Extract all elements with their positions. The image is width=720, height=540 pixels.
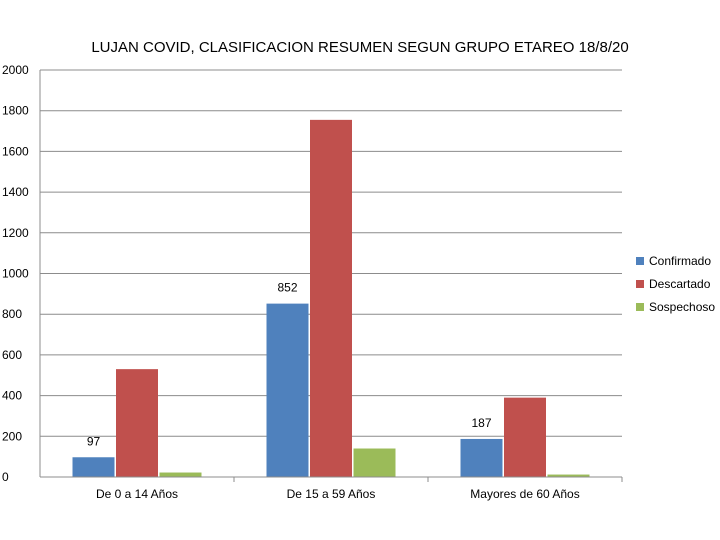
y-axis: 0 200 400 600 800 1000 1200 1400 1600 1800 2000 [2, 63, 41, 484]
y-tick-label: 600 [2, 348, 22, 362]
x-category-label: Mayores de 60 Años [470, 487, 579, 501]
legend: Confirmado Descartado Sospechoso [636, 254, 715, 314]
bar-confirmado-0 [72, 457, 115, 477]
chart-title: LUJAN COVID, CLASIFICACION RESUMEN SEGUN… [91, 39, 628, 56]
data-label: 852 [277, 281, 297, 295]
bars [72, 119, 590, 478]
bar-descartado-0 [116, 369, 158, 477]
x-axis: De 0 a 14 Años De 15 a 59 Años Mayores de … [40, 476, 623, 501]
bar-sospechoso-0 [159, 472, 202, 477]
y-tick-label: 800 [2, 307, 22, 321]
bar-descartado-1 [310, 119, 352, 478]
y-tick-label: 1400 [2, 185, 29, 199]
y-tick-label: 2000 [2, 63, 29, 77]
data-label: 187 [471, 416, 491, 430]
bar-confirmado-2 [460, 438, 503, 477]
legend-swatch-confirmado [636, 257, 644, 265]
x-category-label: De 0 a 14 Años [96, 487, 178, 501]
legend-label-confirmado: Confirmado [649, 254, 711, 268]
bar-descartado-2 [504, 397, 546, 477]
data-label: 97 [87, 434, 101, 448]
y-tick-label: 1600 [2, 144, 29, 158]
data-labels: 97 852 187 [87, 281, 492, 449]
x-category-label: De 15 a 59 Años [287, 487, 376, 501]
y-tick-label: 0 [2, 470, 9, 484]
bar-confirmado-1 [266, 303, 309, 477]
bar-sospechoso-1 [353, 448, 396, 477]
y-tick-label: 1000 [2, 267, 29, 281]
y-tick-label: 1800 [2, 104, 29, 118]
y-tick-label: 400 [2, 389, 22, 403]
bar-sospechoso-2 [547, 474, 590, 477]
legend-swatch-sospechoso [636, 303, 644, 311]
legend-label-sospechoso: Sospechoso [649, 300, 715, 314]
y-tick-label: 1200 [2, 226, 29, 240]
y-tick-label: 200 [2, 429, 22, 443]
legend-swatch-descartado [636, 280, 644, 288]
legend-label-descartado: Descartado [649, 277, 711, 291]
